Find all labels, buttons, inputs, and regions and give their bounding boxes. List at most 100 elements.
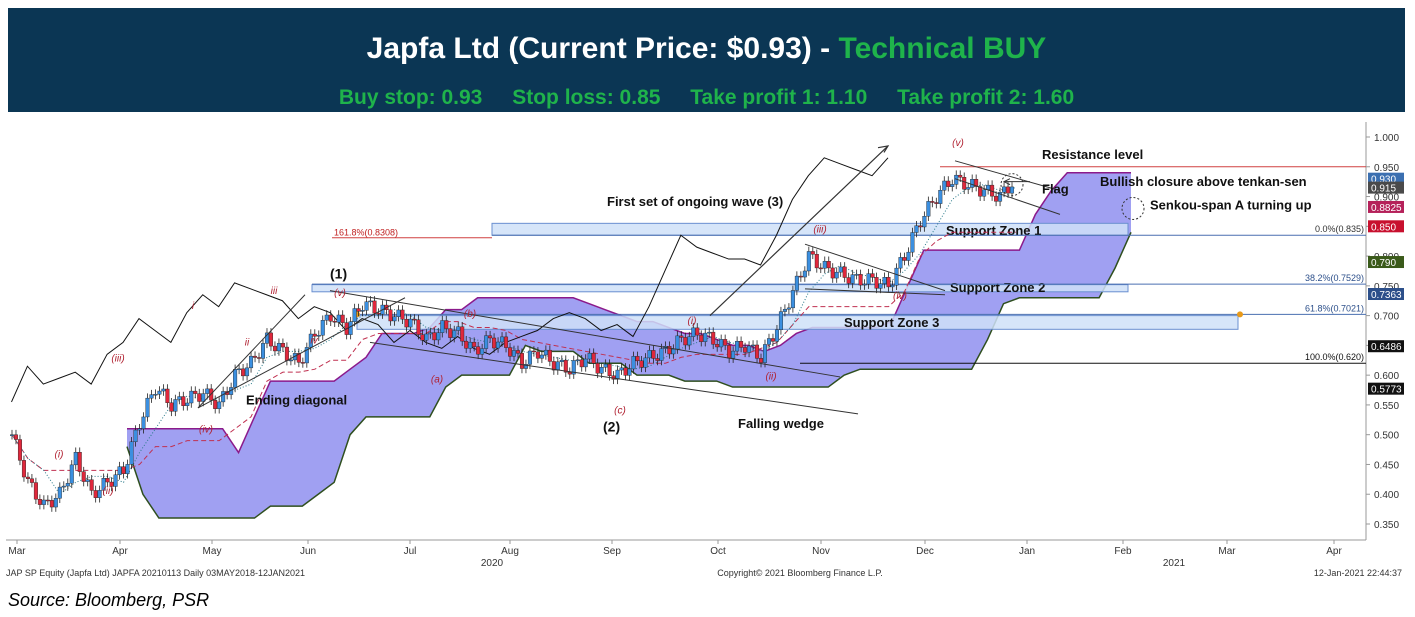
y-tick-label: 0.350 xyxy=(1374,520,1399,531)
candle-down xyxy=(400,309,405,320)
x-tick-label: Jun xyxy=(300,546,316,557)
candle-up xyxy=(101,478,106,491)
candle-down xyxy=(934,202,939,204)
candle-down xyxy=(272,345,277,352)
candle-down xyxy=(715,344,720,348)
candle-down xyxy=(519,353,524,369)
candle-up xyxy=(428,332,433,335)
candle-up xyxy=(153,393,158,396)
senkou-annotation: Senkou-span A turning up xyxy=(1150,198,1312,213)
candle-down xyxy=(376,312,381,315)
candle-up xyxy=(249,355,254,369)
support-zone-1-label: Support Zone 1 xyxy=(946,223,1041,238)
wave-sub-label: ii xyxy=(245,337,250,348)
candle-up xyxy=(221,391,226,403)
candle-down xyxy=(695,327,700,336)
chart-footer-right: 12-Jan-2021 22:44:37 xyxy=(1314,568,1402,578)
x-tick-label: Apr xyxy=(112,546,128,557)
candle-down xyxy=(699,334,704,342)
price-label-box xyxy=(1368,181,1404,194)
wave-sub-label: iii xyxy=(271,286,278,297)
candle-up xyxy=(161,388,166,392)
candle-up xyxy=(484,335,489,349)
trade-levels: Buy stop: 0.93 Stop loss: 0.85 Take prof… xyxy=(8,86,1405,110)
candle-up xyxy=(675,335,680,350)
candle-up xyxy=(950,184,955,187)
fib-label-161: 161.8%(0.8308) xyxy=(334,228,398,238)
wave-sub-label: (v) xyxy=(952,138,964,149)
y-tick-label: 0.550 xyxy=(1374,401,1399,412)
candle-up xyxy=(707,331,712,334)
candle-down xyxy=(356,308,361,312)
wave-sub-label: iv xyxy=(310,336,318,347)
price-label-box xyxy=(1368,288,1404,301)
candle-up xyxy=(137,428,142,431)
candle-down xyxy=(826,261,831,269)
candle-down xyxy=(655,358,660,361)
candle-up xyxy=(731,350,736,359)
candle-up xyxy=(527,350,532,365)
price-label-text: 0.7363 xyxy=(1371,290,1402,301)
candle-up xyxy=(468,341,473,349)
candle-up xyxy=(233,369,238,388)
candle-down xyxy=(488,335,493,339)
candle-down xyxy=(711,331,716,345)
candle-up xyxy=(802,270,807,278)
candle-down xyxy=(842,266,847,278)
buy-stop-label: Buy stop: 0.93 xyxy=(338,86,483,109)
x-tick-label: Dec xyxy=(916,546,934,557)
y-tick-label: 0.700 xyxy=(1374,312,1399,323)
candle-down xyxy=(49,500,54,508)
wave-sub-label: (iii) xyxy=(813,224,826,235)
candle-up xyxy=(982,189,987,197)
candle-up xyxy=(452,330,457,338)
candle-down xyxy=(121,466,126,474)
candle-down xyxy=(798,275,803,278)
candle-down xyxy=(29,478,34,483)
candle-down xyxy=(257,357,262,359)
wave3-arrow-line xyxy=(709,145,889,317)
candle-up xyxy=(926,201,931,217)
candle-up xyxy=(806,251,811,272)
candle-down xyxy=(870,273,875,278)
wave-sub-label: (b) xyxy=(464,309,476,320)
senkou-turn-circle xyxy=(1121,196,1145,220)
fib-label-618: 61.8%(0.7021) xyxy=(1305,303,1364,313)
x-tick-label: Nov xyxy=(812,546,830,557)
x-tick-label: Sep xyxy=(603,546,621,557)
candle-down xyxy=(946,180,951,187)
page-title: Japfa Ltd (Current Price: $0.93) - Techn… xyxy=(8,32,1405,66)
support-zone-2 xyxy=(311,284,1129,293)
x-year-label: 2021 xyxy=(1163,558,1186,569)
fib-anchor-dot xyxy=(1237,311,1243,318)
candle-up xyxy=(671,348,676,355)
candle-down xyxy=(241,368,246,377)
candle-up xyxy=(1002,186,1007,193)
x-tick-label: Apr xyxy=(1326,546,1342,557)
candle-down xyxy=(591,352,596,364)
candle-down xyxy=(81,471,86,482)
candle-up xyxy=(392,316,397,322)
candle-up xyxy=(998,192,1003,202)
candle-up xyxy=(834,271,839,279)
candle-up xyxy=(217,401,222,409)
flag-lower-line xyxy=(954,178,1061,215)
candle-up xyxy=(97,490,102,498)
candle-up xyxy=(539,354,544,359)
candle-down xyxy=(165,388,170,403)
y-tick-label: 0.600 xyxy=(1374,371,1399,382)
candle-up xyxy=(882,277,887,284)
candle-up xyxy=(890,285,895,288)
y-tick-label: 0.750 xyxy=(1374,282,1399,293)
candle-up xyxy=(747,345,752,353)
candle-up xyxy=(141,416,146,429)
candle-up xyxy=(304,347,309,364)
wave-sub-label: (ii) xyxy=(102,486,113,497)
candle-up xyxy=(61,485,66,488)
falling-wedge-annotation: Falling wedge xyxy=(738,416,824,431)
candle-up xyxy=(9,434,14,436)
wave-sub-label: (a) xyxy=(431,374,443,385)
candle-up xyxy=(496,341,501,349)
candle-up xyxy=(627,368,632,376)
falling-wedge-upper xyxy=(329,290,841,378)
